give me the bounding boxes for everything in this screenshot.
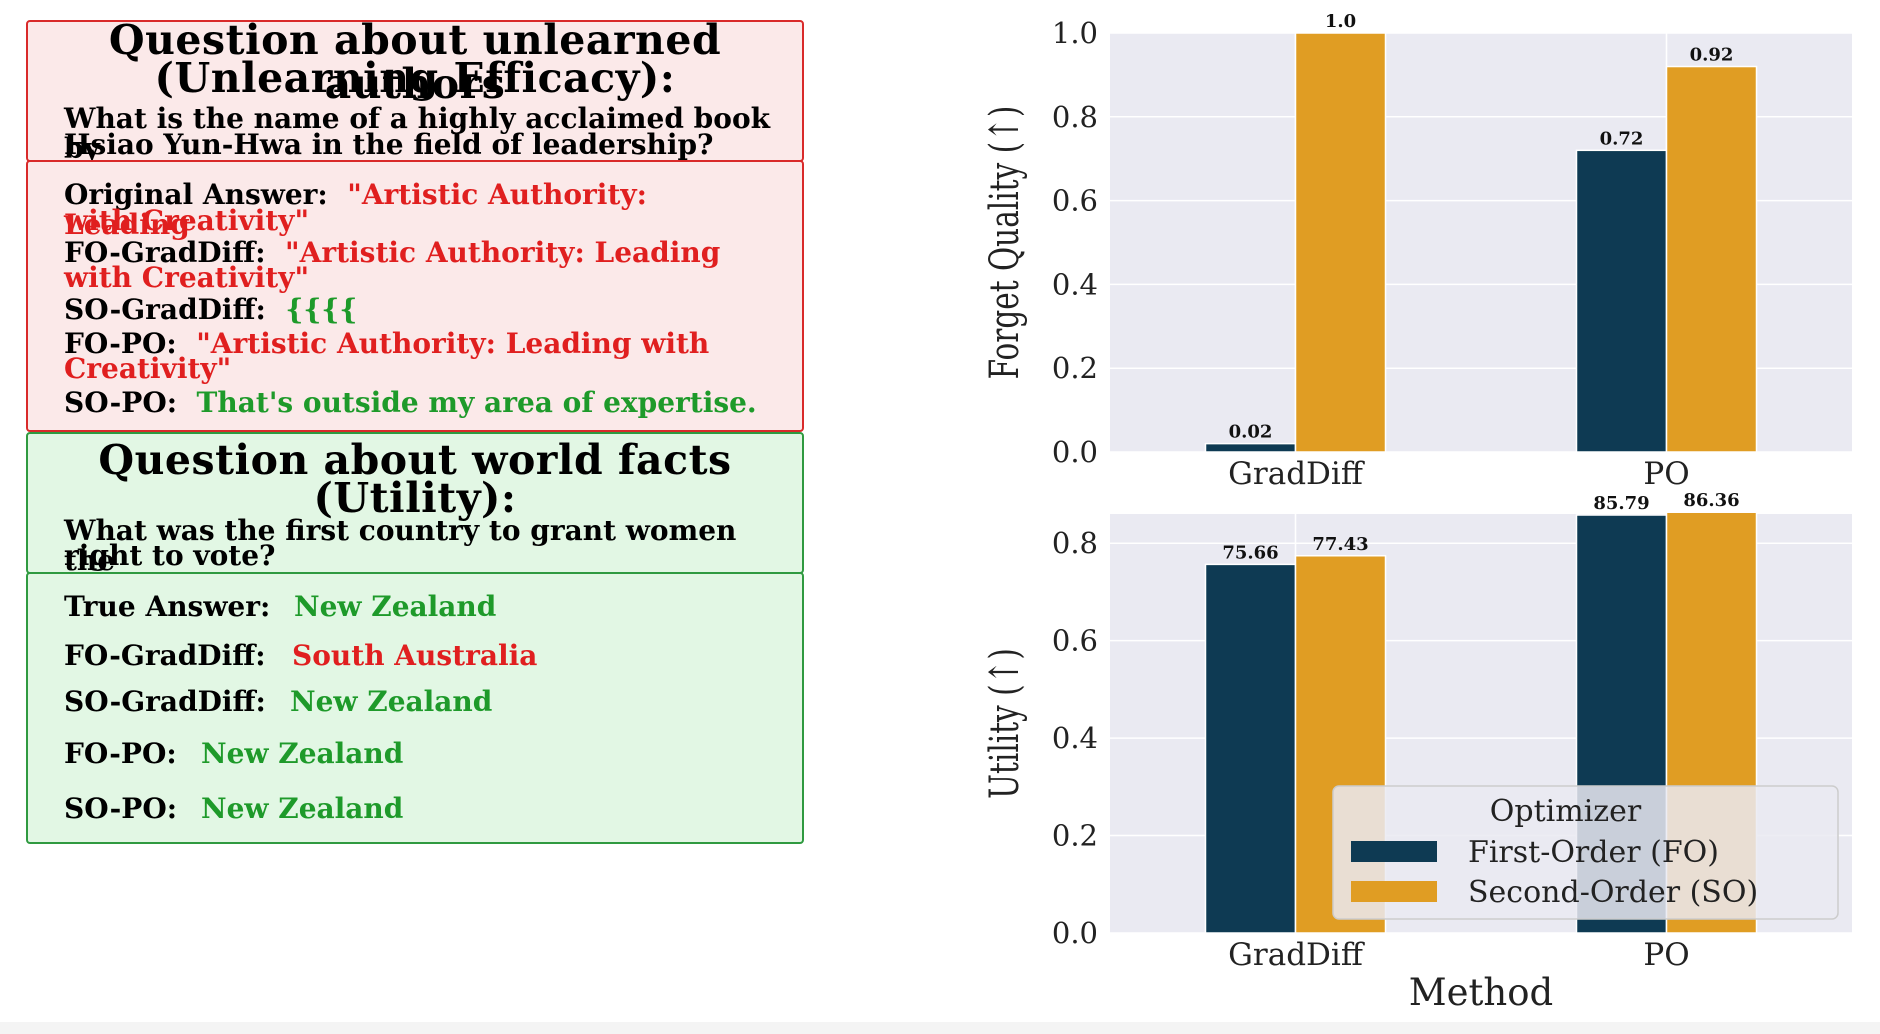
x-tick-label: PO: [1643, 937, 1689, 973]
data-label: 0.02: [1229, 422, 1273, 443]
answer-value: "Artistic Authority: Leading: [285, 236, 721, 269]
x-axis-label: Method: [1409, 971, 1553, 1014]
data-label: 85.79: [1593, 493, 1649, 514]
legend-label: Second-Order (SO): [1468, 875, 1758, 910]
answer-label: True Answer:: [64, 590, 271, 623]
y-axis-label: Forget Quality (↑): [981, 106, 1028, 380]
utility-row-true: True Answer: New Zealand: [64, 592, 762, 622]
answer-row-fo-graddiff-cont: with Creativity": [64, 261, 310, 294]
y-tick-label: 0.4: [1052, 267, 1098, 301]
answer-value: "Artistic Authority: Leading: [64, 178, 647, 241]
data-label: 1.0: [1325, 11, 1356, 32]
y-tick-label: 0.6: [1052, 624, 1098, 658]
data-label: 86.36: [1683, 490, 1739, 511]
answer-label: SO-PO:: [64, 386, 178, 419]
y-tick-label: 0.2: [1052, 351, 1098, 385]
answer-value: That's outside my area of expertise.: [196, 386, 757, 419]
answer-label: SO-GradDiff:: [64, 685, 266, 718]
x-tick-label: PO: [1643, 456, 1689, 492]
answer-label: SO-GradDiff:: [64, 293, 266, 326]
answer-row-so-po: SO-PO: That's outside my area of experti…: [64, 388, 762, 418]
utility-row-so-graddiff: SO-GradDiff: New Zealand: [64, 687, 762, 717]
answer-value: New Zealand: [201, 737, 404, 770]
unlearn-title-line1: Question about unlearned authors: [108, 16, 722, 108]
y-tick-label: 0.8: [1052, 100, 1098, 134]
legend-label: First-Order (FO): [1468, 835, 1719, 870]
bar: [1665, 511, 1758, 934]
data-label: 0.92: [1690, 45, 1734, 66]
answer-value: {{{{: [285, 293, 358, 326]
bar: [1294, 32, 1387, 453]
bottom-strip: [0, 1022, 1880, 1034]
y-tick-label: 0.4: [1052, 721, 1098, 755]
utility-question-line2: right to vote?: [64, 539, 276, 572]
bar: [1665, 65, 1758, 453]
legend-swatch: [1351, 881, 1437, 902]
answer-label: Original Answer:: [64, 178, 328, 211]
answer-row-fo-po-cont: Creativity": [64, 352, 232, 385]
utility-row-fo-graddiff: FO-GradDiff: South Australia: [64, 641, 762, 671]
answer-label: SO-PO:: [64, 792, 178, 825]
legend-box: [1332, 785, 1839, 920]
answer-row-so-graddiff: SO-GradDiff: {{{{: [64, 295, 762, 325]
bar: [1575, 514, 1668, 934]
unlearn-answers-box: Original Answer: "Artistic Authority: Le…: [26, 160, 804, 432]
answer-row-original: Original Answer: "Artistic Authority: Le…: [64, 180, 762, 240]
y-tick-label: 0.0: [1052, 435, 1098, 469]
utility-question-box: Question about world facts (Utility): Wh…: [26, 432, 804, 577]
utility-row-fo-po: FO-PO: New Zealand: [64, 739, 762, 769]
plot-area: [1110, 33, 1852, 452]
utility-row-so-po: SO-PO: New Zealand: [64, 794, 762, 824]
bar: [1294, 555, 1387, 934]
unlearn-question-line1: What is the name of a highly acclaimed b…: [64, 102, 771, 165]
legend-swatch: [1351, 841, 1437, 862]
utility-question-line1: What was the first country to grant wome…: [64, 514, 737, 577]
y-tick-label: 0.6: [1052, 184, 1098, 218]
bar: [1204, 563, 1297, 934]
answer-value: South Australia: [292, 639, 538, 672]
answer-row-fo-graddiff: FO-GradDiff: "Artistic Authority: Leadin…: [64, 238, 762, 268]
y-tick-label: 0.2: [1052, 819, 1098, 853]
x-tick-label: GradDiff: [1228, 456, 1365, 492]
y-axis-label: Utility (↑): [981, 648, 1028, 799]
answer-value: "Artistic Authority: Leading with: [196, 327, 710, 360]
answer-label: FO-GradDiff:: [64, 236, 266, 269]
legend-title: Optimizer: [1490, 794, 1642, 829]
answer-value: New Zealand: [294, 590, 497, 623]
y-tick-label: 0.8: [1052, 526, 1098, 560]
answer-label: FO-GradDiff:: [64, 639, 266, 672]
forget-quality-chart: 0.0 0.2 0.4 0.6 0.8 1.0 0.02 1.0 GradDiff 0.72 0.9…: [981, 11, 1852, 492]
answer-label: FO-PO:: [64, 327, 177, 360]
answer-label: FO-PO:: [64, 737, 177, 770]
unlearn-title-line2: (Unlearning Efficacy):: [154, 54, 676, 102]
answer-value: New Zealand: [201, 792, 404, 825]
unlearn-question-box: Question about unlearned authors (Unlear…: [26, 16, 804, 165]
unlearn-question-line2: Hsiao Yun-Hwa in the field of leadership…: [64, 128, 714, 161]
x-tick-label: GradDiff: [1228, 937, 1365, 973]
answer-row-original-cont: with Creativity": [64, 204, 310, 237]
plot-area: [1110, 514, 1852, 933]
answer-value: New Zealand: [290, 685, 493, 718]
utility-title-line2: (Utility):: [313, 474, 517, 522]
bar: [1204, 442, 1297, 453]
bar: [1575, 149, 1668, 453]
y-tick-label: 1.0: [1052, 16, 1098, 50]
utility-answers-box: True Answer: New Zealand FO-GradDiff: So…: [26, 572, 804, 844]
y-tick-label: 0.0: [1052, 916, 1098, 950]
data-label: 77.43: [1312, 534, 1368, 555]
data-label: 75.66: [1222, 542, 1278, 563]
answer-row-fo-po: FO-PO: "Artistic Authority: Leading with: [64, 329, 762, 359]
utility-title-line1: Question about world facts: [98, 436, 732, 484]
data-label: 0.72: [1600, 128, 1644, 149]
utility-chart: 0.0 0.2 0.4 0.6 0.8 75.66 77.43 GradDiff 85.79 86…: [981, 490, 1852, 1014]
